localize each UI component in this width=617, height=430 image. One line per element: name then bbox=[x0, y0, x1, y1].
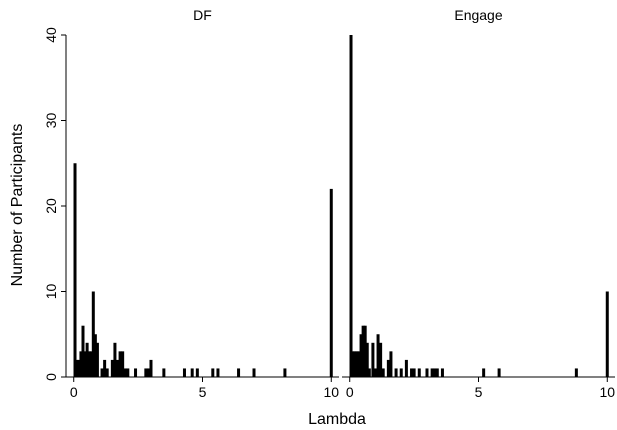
histogram-bar bbox=[216, 368, 220, 377]
panels-group: DF 0 5 10 0 10 20 30 40 Engage 0 5 10 bbox=[43, 7, 615, 400]
histogram-bar bbox=[404, 359, 408, 377]
panel-title: Engage bbox=[454, 7, 502, 23]
x-tick-label: 5 bbox=[475, 384, 483, 400]
histogram-bar bbox=[367, 368, 371, 377]
histogram-bar bbox=[113, 342, 117, 377]
histogram-bar bbox=[100, 368, 104, 377]
histogram-bar bbox=[386, 359, 390, 377]
histogram-bar bbox=[91, 291, 95, 377]
histogram-bar bbox=[134, 368, 138, 377]
histogram-bar bbox=[75, 359, 79, 377]
histogram-bar bbox=[182, 368, 186, 377]
histogram-bar bbox=[373, 368, 377, 377]
histogram-bar bbox=[118, 351, 122, 377]
histogram-bar bbox=[83, 351, 87, 377]
histogram-bar bbox=[89, 351, 93, 377]
x-tick-label: 0 bbox=[70, 384, 78, 400]
histogram-bar bbox=[77, 359, 81, 377]
histogram-bar bbox=[412, 368, 416, 377]
histogram-bar bbox=[116, 359, 120, 377]
histogram-bar bbox=[435, 368, 439, 377]
histogram-bar bbox=[376, 334, 380, 377]
x-tick-label: 10 bbox=[323, 384, 339, 400]
histogram-bar bbox=[574, 368, 578, 377]
histogram-bar bbox=[144, 368, 148, 377]
histogram-bar bbox=[190, 368, 194, 377]
histogram-bar bbox=[365, 342, 369, 377]
histogram-bar bbox=[371, 342, 375, 377]
x-axis-label: Lambda bbox=[308, 411, 366, 428]
histogram-bar bbox=[126, 368, 130, 377]
histogram-bar bbox=[349, 35, 353, 377]
histogram-bar bbox=[211, 368, 215, 377]
histogram-bar bbox=[81, 325, 85, 377]
histogram-bar bbox=[93, 334, 97, 377]
histogram-bar bbox=[123, 368, 127, 377]
histogram-bar bbox=[103, 359, 107, 377]
histogram-bar bbox=[110, 359, 114, 377]
histogram-bar bbox=[329, 188, 333, 377]
histogram-bar bbox=[252, 368, 256, 377]
histogram-bar bbox=[497, 368, 501, 377]
x-tick-label: 5 bbox=[199, 384, 207, 400]
panel-df: DF 0 5 10 0 10 20 30 40 bbox=[43, 7, 339, 400]
histogram-bar bbox=[146, 368, 150, 377]
y-tick-label: 20 bbox=[43, 198, 59, 214]
histogram-bar bbox=[379, 342, 383, 377]
y-axis-label: Number of Participants bbox=[9, 124, 26, 287]
histogram-bar bbox=[440, 368, 444, 377]
y-tick-label: 40 bbox=[43, 27, 59, 43]
histogram-bar bbox=[357, 351, 361, 377]
histogram-bar bbox=[79, 351, 83, 377]
histogram-bar bbox=[482, 368, 486, 377]
y-tick-label: 10 bbox=[43, 284, 59, 300]
histogram-bar bbox=[121, 351, 125, 377]
histogram-bar bbox=[394, 368, 398, 377]
histogram-bar bbox=[73, 163, 77, 377]
histogram-bar bbox=[351, 351, 355, 377]
histogram-bar bbox=[389, 351, 393, 377]
panel-engage: Engage 0 5 10 bbox=[342, 7, 615, 400]
histogram-bar bbox=[381, 368, 385, 377]
histogram-bar bbox=[399, 368, 403, 377]
histogram-bar bbox=[237, 368, 241, 377]
histogram-bar bbox=[425, 368, 429, 377]
histogram-bar bbox=[149, 359, 153, 377]
panel-title: DF bbox=[193, 7, 212, 23]
histogram-bar bbox=[87, 351, 91, 377]
y-tick-label: 0 bbox=[43, 373, 59, 381]
histogram-bar bbox=[433, 368, 437, 377]
histogram-bar bbox=[430, 368, 434, 377]
histogram-bar bbox=[283, 368, 287, 377]
histogram-bar bbox=[195, 368, 199, 377]
histogram-bar bbox=[363, 325, 367, 377]
histogram-bar bbox=[353, 351, 357, 377]
histogram-bar bbox=[410, 368, 414, 377]
x-tick-label: 0 bbox=[346, 384, 354, 400]
y-tick-label: 30 bbox=[43, 113, 59, 129]
histogram-bar bbox=[417, 368, 421, 377]
histogram-bar bbox=[95, 342, 99, 377]
histogram-bar bbox=[85, 342, 89, 377]
histogram-bar bbox=[105, 368, 109, 377]
x-tick-label: 10 bbox=[599, 384, 615, 400]
histogram-bar bbox=[359, 334, 363, 377]
histogram-bar bbox=[355, 351, 359, 377]
histogram-bar bbox=[162, 368, 166, 377]
histogram-bar bbox=[605, 291, 609, 377]
histogram-bar bbox=[361, 325, 365, 377]
